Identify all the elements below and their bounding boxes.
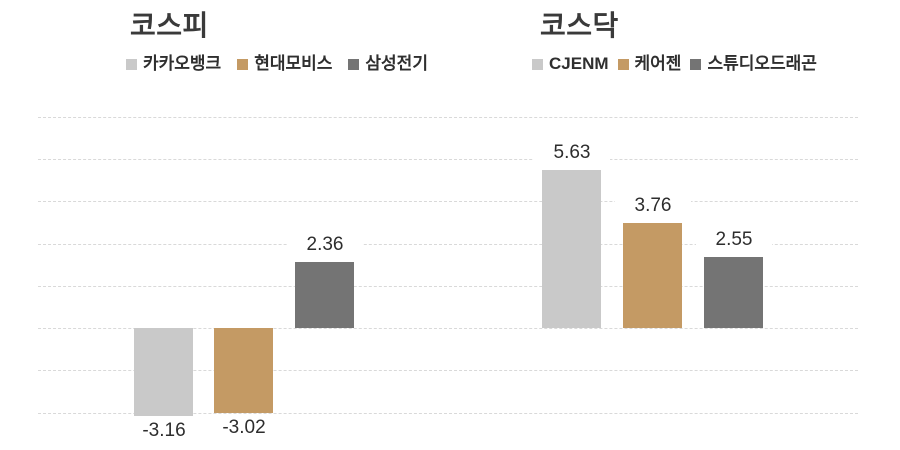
bar <box>134 328 193 416</box>
legend-item: 현대모비스 <box>237 53 332 75</box>
gridline <box>38 328 858 329</box>
bar-value-label: 2.36 <box>287 234 363 256</box>
legend-item: 케어젠 <box>617 53 682 75</box>
bar <box>214 328 273 413</box>
legend-swatch <box>237 58 249 70</box>
legend-kosdaq: CJENM 케어젠 스튜디오드래곤 <box>532 53 817 75</box>
gridline <box>38 286 858 287</box>
gridline <box>38 117 858 118</box>
bar <box>295 262 354 328</box>
bar-value-label: -3.02 <box>206 417 282 439</box>
gridline <box>38 370 858 371</box>
chart-title-kosdaq: 코스닥 <box>540 10 619 41</box>
legend-item: CJENM <box>532 53 609 75</box>
bar-value-label: 2.55 <box>696 229 772 251</box>
legend-item: 카카오뱅크 <box>126 53 221 75</box>
legend-swatch <box>348 58 360 70</box>
legend-kospi: 카카오뱅크 현대모비스 삼성전기 <box>126 53 428 75</box>
bar-value-label: 5.63 <box>534 142 610 164</box>
legend-label: CJENM <box>549 54 609 73</box>
legend-label: 카카오뱅크 <box>143 54 222 73</box>
gridline <box>38 244 858 245</box>
gridline <box>38 201 858 202</box>
legend-label: 스튜디오드래곤 <box>707 54 817 73</box>
legend-swatch <box>617 58 629 70</box>
chart-title-kospi: 코스피 <box>130 10 209 41</box>
legend-item: 스튜디오드래곤 <box>690 53 817 75</box>
legend-label: 삼성전기 <box>365 54 428 73</box>
gridline <box>38 413 858 414</box>
legend-swatch <box>532 58 543 70</box>
legend-swatch <box>126 58 137 70</box>
bar-value-label: 3.76 <box>615 195 691 217</box>
bar-value-label: -3.16 <box>126 420 202 442</box>
bar <box>704 257 763 328</box>
bar <box>542 170 601 328</box>
legend-item: 삼성전기 <box>348 53 428 75</box>
legend-label: 현대모비스 <box>254 54 333 73</box>
legend-swatch <box>690 58 702 70</box>
legend-label: 케어젠 <box>634 54 682 73</box>
gridline <box>38 159 858 160</box>
bar <box>623 223 682 328</box>
